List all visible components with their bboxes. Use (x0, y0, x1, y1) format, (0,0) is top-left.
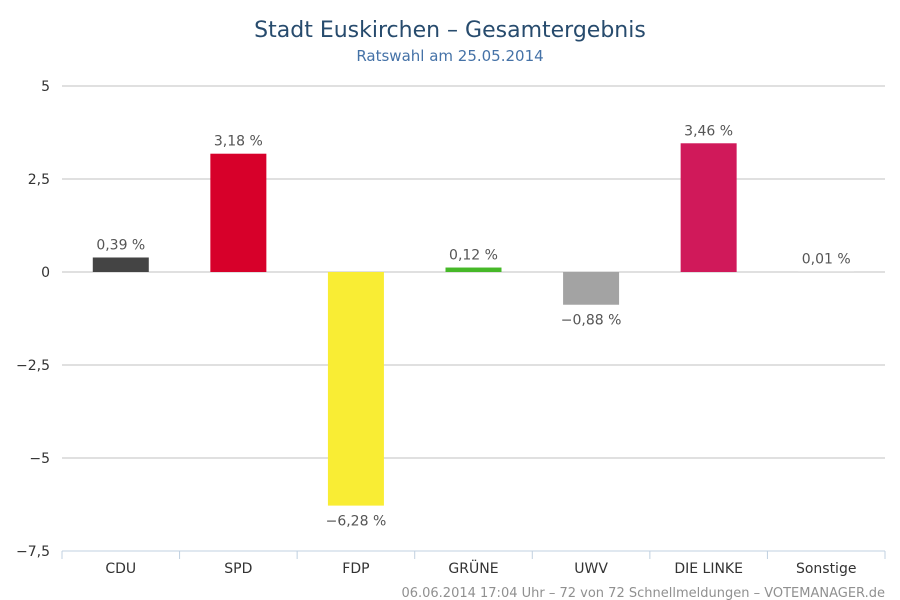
data-label: 3,18 % (214, 134, 263, 150)
chart-subtitle: Ratswahl am 25.05.2014 (356, 47, 543, 65)
bar-die-linke (680, 143, 737, 272)
x-tick-label: FDP (342, 561, 369, 577)
bar-spd (210, 153, 267, 272)
x-tick-label: UWV (574, 561, 608, 577)
y-tick-label: −7,5 (16, 544, 50, 560)
x-tick-label: DIE LINKE (674, 561, 743, 577)
bars (92, 143, 855, 506)
bar-fdp (327, 272, 384, 506)
y-tick-label: −2,5 (16, 358, 50, 374)
y-tick-label: 2,5 (28, 172, 50, 188)
y-tick-label: −5 (29, 451, 50, 467)
data-label: 0,01 % (802, 252, 851, 268)
data-label: 3,46 % (684, 123, 733, 139)
data-label: 0,39 % (96, 237, 145, 253)
bar-cdu (92, 257, 149, 272)
data-label: 0,12 % (449, 248, 498, 264)
data-label: −0,88 % (561, 313, 622, 329)
data-label: −6,28 % (326, 514, 387, 530)
y-axis-ticks: 5 2,5 0 −2,5 −5 −7,5 (16, 79, 50, 560)
x-tick-label: GRÜNE (448, 559, 498, 577)
bar-grüne (445, 267, 502, 272)
data-labels: 0,39 % 3,18 % −6,28 % 0,12 % −0,88 % 3,46 % 0,… (96, 123, 850, 529)
y-tick-label: 5 (41, 79, 50, 95)
y-tick-label: 0 (41, 265, 50, 281)
x-axis-ticks: CDU SPD FDP GRÜNE UWV DIE LINKE Sonstige (61, 551, 886, 577)
credits-text: 06.06.2014 17:04 Uhr – 72 von 72 Schnell… (401, 586, 885, 600)
x-tick-label: CDU (105, 561, 136, 577)
chart-title: Stadt Euskirchen – Gesamtergebnis (254, 18, 646, 43)
bar-sonstige (798, 271, 855, 273)
x-tick-label: Sonstige (796, 561, 857, 577)
x-tick-label: SPD (224, 561, 252, 577)
bar-uwv (563, 272, 620, 305)
